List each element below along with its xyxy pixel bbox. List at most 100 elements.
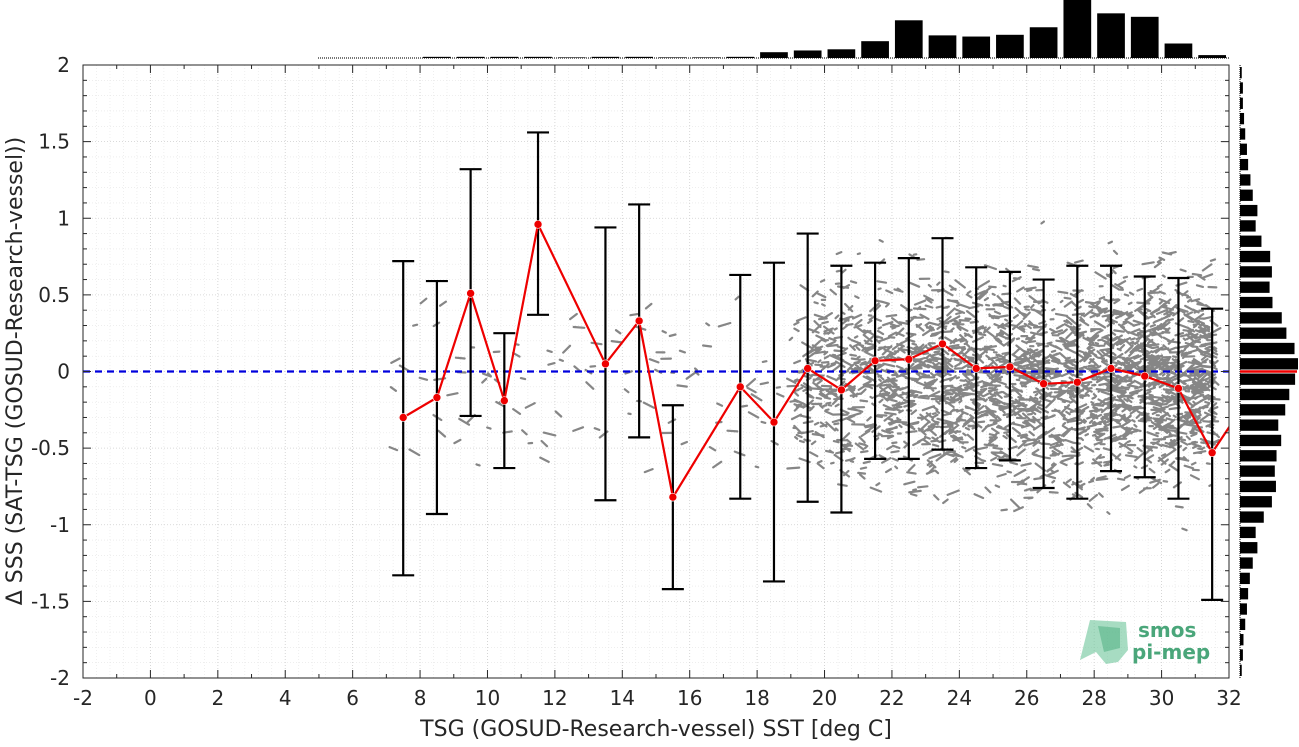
mean-marker bbox=[904, 354, 914, 364]
mean-line bbox=[398, 220, 1229, 502]
right-hist-bar bbox=[1240, 664, 1242, 676]
mean-marker bbox=[466, 289, 475, 298]
x-tick-label: -2 bbox=[73, 686, 93, 710]
top-hist-bar bbox=[1130, 16, 1159, 58]
mean-marker bbox=[398, 413, 408, 422]
x-tick-label: 16 bbox=[677, 686, 702, 710]
right-hist-bar bbox=[1240, 388, 1290, 401]
logo-line2: pi-mep bbox=[1132, 640, 1210, 664]
y-tick-label: 1 bbox=[57, 206, 70, 230]
top-hist-bar bbox=[456, 56, 485, 58]
top-hist-bar bbox=[557, 57, 586, 58]
y-tick-label: -0.5 bbox=[31, 436, 70, 460]
mean-marker bbox=[971, 364, 981, 373]
mean-marker bbox=[735, 382, 745, 392]
mean-marker bbox=[1005, 362, 1015, 372]
x-tick-label: 22 bbox=[879, 686, 904, 710]
right-hist-bar bbox=[1240, 358, 1298, 370]
x-tick-label: 4 bbox=[279, 686, 292, 710]
x-axis-label: TSG (GOSUD-Research-vessel) SST [deg C] bbox=[419, 717, 892, 742]
y-tick-label: -1 bbox=[50, 513, 70, 537]
top-hist-bar bbox=[591, 56, 620, 58]
right-hist-bar bbox=[1240, 220, 1256, 232]
mean-marker bbox=[837, 385, 846, 395]
mean-marker bbox=[601, 359, 610, 369]
right-hist-bar bbox=[1240, 312, 1282, 324]
mean-polyline bbox=[402, 220, 1229, 501]
top-hist-bar bbox=[490, 56, 519, 58]
top-hist-bar bbox=[793, 50, 822, 58]
x-tick-label: 20 bbox=[812, 686, 837, 710]
x-tick-label: 26 bbox=[1014, 686, 1039, 710]
right-hist-bar bbox=[1240, 266, 1272, 278]
x-axis-ticks: -2 0 2 4 6 8 10 12 14 16 18 20 22 24 26 28 30 32 bbox=[73, 65, 1242, 710]
right-hist-bar bbox=[1240, 189, 1253, 201]
x-tick-label: 28 bbox=[1081, 686, 1106, 710]
mean-marker bbox=[668, 492, 678, 502]
x-tick-label: 12 bbox=[542, 686, 567, 710]
right-hist-bar bbox=[1240, 97, 1243, 109]
right-hist-bar bbox=[1240, 649, 1243, 661]
right-hist-bar bbox=[1240, 634, 1244, 646]
top-hist-bar bbox=[996, 34, 1024, 58]
x-tick-label: 24 bbox=[947, 686, 972, 710]
right-hist-bar bbox=[1240, 419, 1279, 431]
right-hist-bar bbox=[1240, 112, 1245, 125]
right-hist-bar bbox=[1240, 618, 1246, 631]
right-hist-bar bbox=[1240, 174, 1251, 186]
mean-marker bbox=[500, 396, 509, 405]
right-hist-bar bbox=[1240, 572, 1250, 585]
right-hist-bar bbox=[1240, 542, 1258, 554]
mean-marker bbox=[634, 316, 644, 326]
right-hist-bar bbox=[1240, 327, 1287, 339]
y-tick-label: -2 bbox=[50, 666, 70, 690]
right-hist-bar bbox=[1240, 404, 1286, 416]
mean-marker bbox=[1039, 379, 1048, 389]
top-hist-bar bbox=[726, 56, 755, 58]
top-hist-bar bbox=[423, 56, 451, 58]
x-tick-label: 18 bbox=[744, 686, 769, 710]
top-hist-bar bbox=[1063, 0, 1092, 58]
logo-map-icon bbox=[1080, 620, 1128, 664]
error-bars bbox=[392, 131, 1224, 601]
top-hist-bar bbox=[894, 20, 923, 58]
y-axis-label: Δ SSS (SAT-TSG (GOSUD-Research-vessel)) bbox=[3, 137, 28, 605]
scatter-points bbox=[388, 220, 1222, 532]
top-hist-bar bbox=[1198, 55, 1226, 58]
y-tick-label: 0 bbox=[57, 360, 70, 384]
x-tick-label: 10 bbox=[475, 686, 500, 710]
right-hist-bar bbox=[1240, 342, 1295, 355]
smos-pi-mep-logo: smos pi-mep bbox=[1080, 618, 1210, 664]
scatter-cloud bbox=[388, 220, 1222, 532]
logo-line1: smos bbox=[1138, 618, 1196, 642]
mean-marker bbox=[803, 364, 812, 373]
x-tick-label: 2 bbox=[211, 686, 224, 710]
mean-marker bbox=[432, 393, 442, 402]
right-hist-bar bbox=[1240, 511, 1264, 523]
right-hist-bar bbox=[1240, 143, 1247, 155]
right-hist-bar bbox=[1240, 480, 1276, 493]
y-tick-label: 1.5 bbox=[38, 130, 70, 154]
top-hist-bar bbox=[760, 52, 788, 58]
top-hist-bar bbox=[659, 57, 687, 58]
mean-marker bbox=[533, 220, 543, 229]
top-hist-bar bbox=[1097, 13, 1125, 58]
mean-marker bbox=[769, 417, 779, 427]
y-axis-ticks: -2 -1.5 -1 -0.5 0 0.5 1 1.5 2 bbox=[31, 53, 1229, 690]
top-hist-bar bbox=[524, 56, 552, 58]
right-hist-bar bbox=[1240, 128, 1246, 140]
y-tick-label: 0.5 bbox=[38, 283, 70, 307]
top-hist-bar bbox=[625, 56, 653, 58]
x-tick-label: 30 bbox=[1149, 686, 1174, 710]
right-hist-bar bbox=[1240, 296, 1273, 309]
right-hist-bar bbox=[1240, 603, 1247, 615]
right-hist-bar bbox=[1240, 158, 1249, 171]
right-hist-bar bbox=[1240, 557, 1253, 569]
x-tick-label: 0 bbox=[144, 686, 157, 710]
right-hist-bar bbox=[1240, 526, 1256, 539]
y-tick-label: 2 bbox=[57, 53, 70, 77]
top-hist-bar bbox=[861, 41, 889, 58]
x-tick-label: 32 bbox=[1216, 686, 1241, 710]
mean-marker bbox=[1106, 364, 1116, 373]
